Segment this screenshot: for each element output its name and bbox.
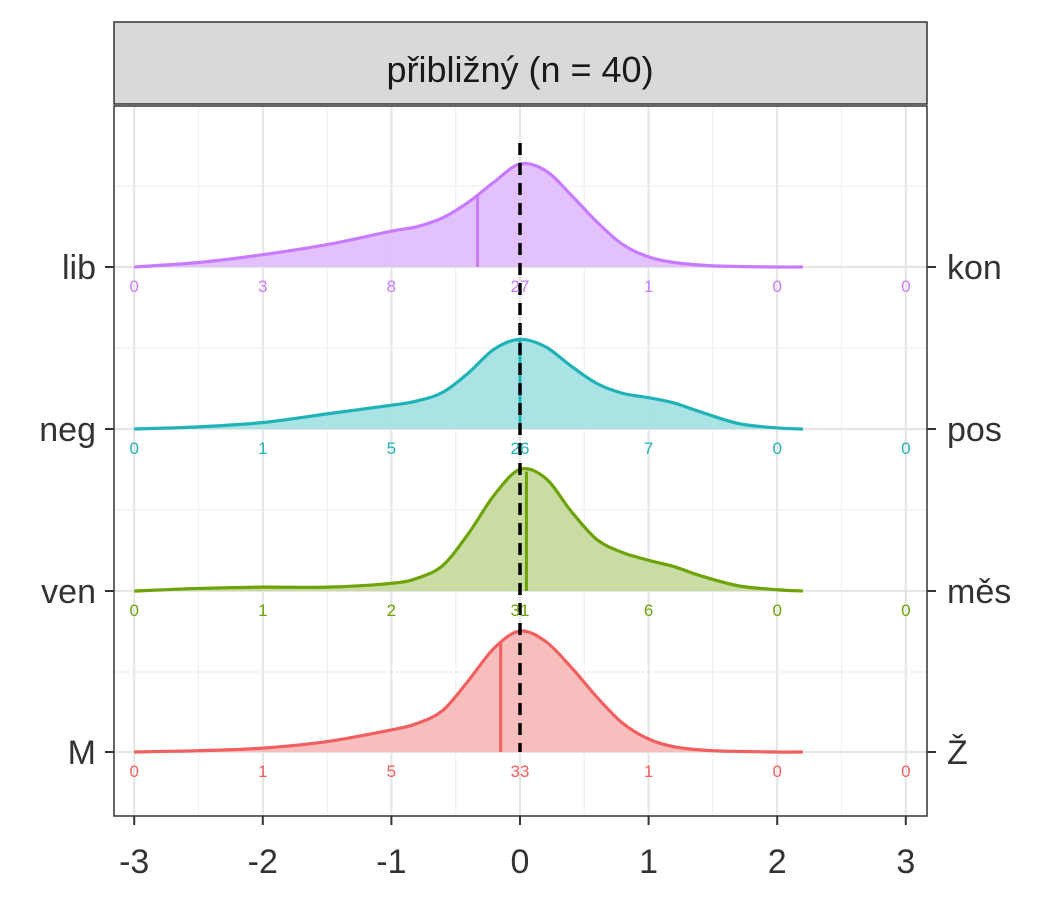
count-label: 0	[129, 277, 138, 296]
facet-strip: přibližný (n = 40)	[113, 21, 928, 105]
count-label: 1	[258, 601, 267, 620]
count-label: 0	[129, 439, 138, 458]
count-label: 31	[511, 601, 530, 620]
series-ven-měs	[134, 467, 803, 593]
x-tick-label: 1	[639, 843, 658, 881]
count-label: 0	[772, 277, 781, 296]
density-area	[134, 163, 803, 268]
left-axis-label: M	[68, 734, 96, 772]
density-line	[134, 337, 803, 431]
count-label: 0	[772, 439, 781, 458]
count-label: 0	[901, 439, 910, 458]
count-label: 1	[258, 762, 267, 781]
count-label: 1	[644, 762, 653, 781]
count-label: 0	[772, 762, 781, 781]
right-axis-label: měs	[947, 573, 1011, 611]
left-axis-label: lib	[62, 249, 96, 287]
count-label: 0	[129, 601, 138, 620]
right-axis-label: Ž	[947, 734, 968, 772]
count-label: 0	[901, 762, 910, 781]
x-tick-label: -2	[248, 843, 278, 881]
count-label: 0	[901, 601, 910, 620]
density-area	[134, 630, 803, 753]
density-series	[134, 161, 803, 754]
axes: -3 -2 -1 0 1 2 3 lib kon neg pos ven měs M Ž	[39, 249, 1011, 881]
count-label: 3	[258, 277, 267, 296]
right-axis-label: pos	[947, 411, 1002, 449]
count-label: 1	[258, 439, 267, 458]
count-label: 7	[644, 439, 653, 458]
count-label: 1	[644, 277, 653, 296]
count-label: 2	[387, 601, 396, 620]
count-label: 0	[129, 762, 138, 781]
count-label: 26	[511, 439, 530, 458]
x-tick-label: 2	[768, 843, 787, 881]
x-tick-label: -3	[119, 843, 149, 881]
count-label: 5	[387, 762, 396, 781]
facet-strip-background	[113, 21, 928, 105]
density-area	[134, 339, 803, 429]
left-axis-label: ven	[41, 573, 96, 611]
count-label: 6	[644, 601, 653, 620]
x-tick-label: -1	[376, 843, 406, 881]
count-label: 5	[387, 439, 396, 458]
density-line	[134, 467, 803, 593]
left-axis-label: neg	[39, 411, 96, 449]
x-tick-label: 3	[896, 843, 915, 881]
x-tick-label: 0	[511, 843, 530, 881]
count-label: 8	[387, 277, 396, 296]
facet-title: přibližný (n = 40)	[386, 49, 653, 90]
count-label: 27	[511, 277, 530, 296]
count-label: 33	[511, 762, 530, 781]
count-label: 0	[901, 277, 910, 296]
count-labels: 0 3 8 27 1 0 00 1 5 26 7 0 00 1 2 31 6 0 00 1 5 33 1 0 0	[129, 277, 910, 781]
count-label: 0	[772, 601, 781, 620]
right-axis-label: kon	[947, 249, 1002, 287]
density-area	[134, 468, 803, 591]
